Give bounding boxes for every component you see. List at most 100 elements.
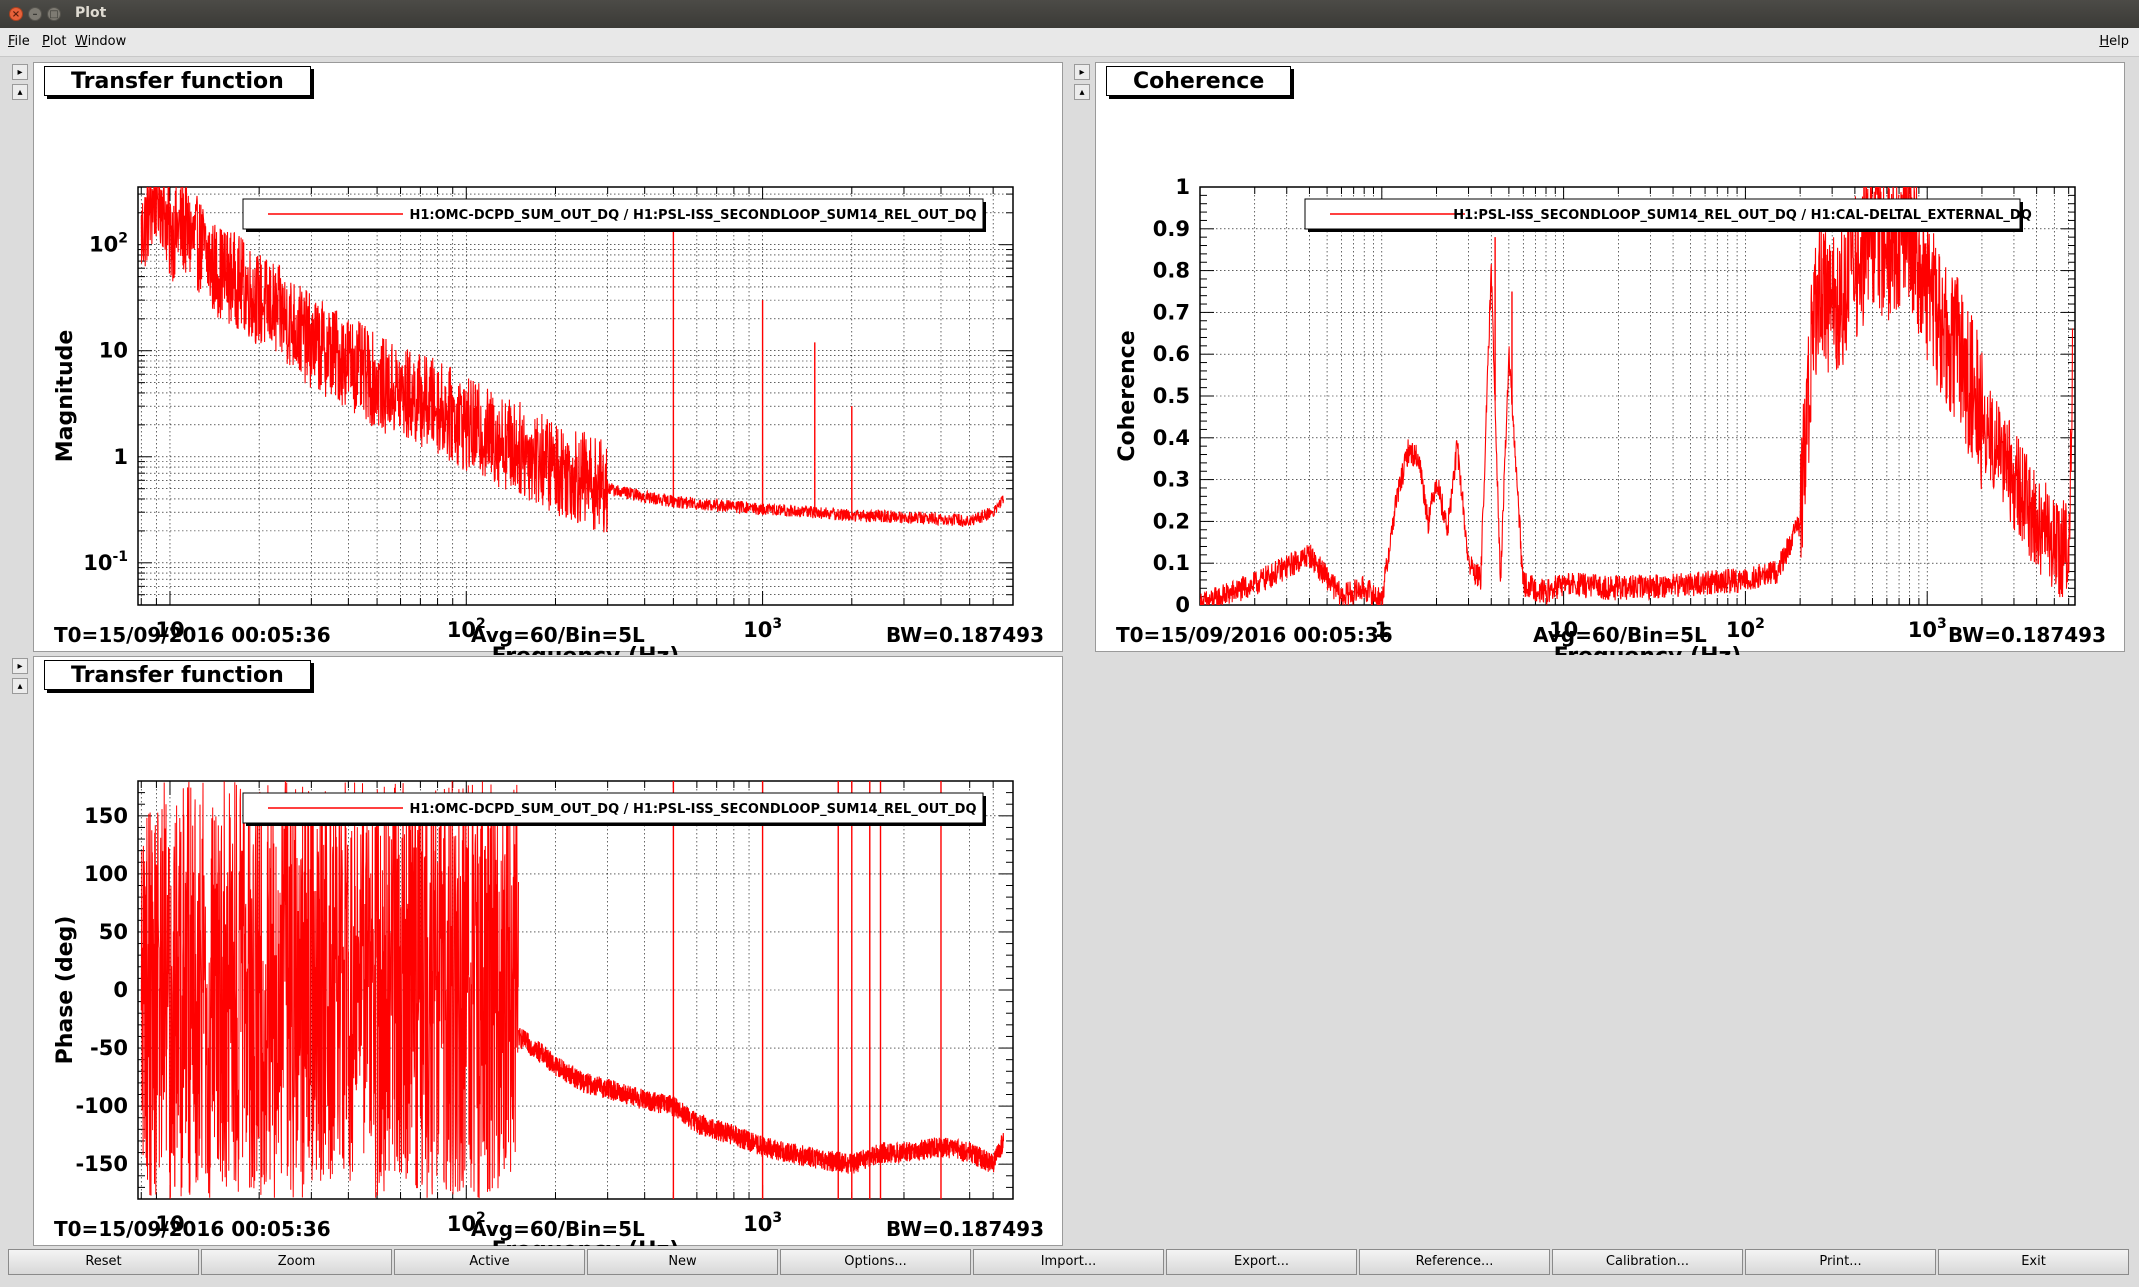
legend-label: H1:PSL-ISS_SECONDLOOP_SUM14_REL_OUT_DQ /… <box>1453 208 2032 223</box>
panel2-expand-icon[interactable]: ▸ <box>1074 64 1090 80</box>
x-tick-label: 10 <box>1549 618 1578 642</box>
new-button[interactable]: New <box>587 1249 778 1275</box>
y-tick-label: 10-1 <box>83 549 128 575</box>
x-tick-label: 103 <box>1908 616 1947 642</box>
y-tick-label: 0.5 <box>1153 384 1190 408</box>
x-tick-exponent: 2 <box>1755 616 1765 632</box>
panel1-expand-icon[interactable]: ▸ <box>12 64 28 80</box>
x-tick-label: 103 <box>743 1210 782 1236</box>
bottom-toolbar: Reset Zoom Active New Options... Import... Exp… <box>0 1246 2139 1287</box>
calibration-button[interactable]: Calibration... <box>1552 1249 1743 1275</box>
x-axis-label: Frequency (Hz) <box>1554 644 1742 655</box>
y-tick-label: 150 <box>84 804 128 828</box>
export-button[interactable]: Export... <box>1166 1249 1357 1275</box>
x-axis-label: Frequency (Hz) <box>492 1238 680 1249</box>
y-tick-label: 0.8 <box>1153 259 1190 283</box>
trace-group <box>140 187 1005 533</box>
legend: H1:PSL-ISS_SECONDLOOP_SUM14_REL_OUT_DQ /… <box>1304 198 2032 232</box>
y-tick-label: 1 <box>1175 175 1190 199</box>
menu-file-rest: ile <box>14 34 30 49</box>
x-tick-exponent: 2 <box>476 616 486 632</box>
menu-help[interactable]: Help <box>2099 34 2129 49</box>
x-tick-label: 1 <box>1374 618 1389 642</box>
x-tick-label: 103 <box>743 616 782 642</box>
y-tick-label: 10 <box>99 339 128 363</box>
menu-plot[interactable]: Plot <box>42 34 67 49</box>
active-button[interactable]: Active <box>394 1249 585 1275</box>
y-tick-label: 1 <box>113 445 128 469</box>
panel1-collapse-icon[interactable]: ▴ <box>12 84 28 100</box>
panel-transfer-magnitude[interactable]: Transfer function 1010210310-1110102Freq… <box>33 62 1064 655</box>
avg-label: Avg=60/Bin=5L <box>471 1217 645 1241</box>
close-icon[interactable]: × <box>9 7 23 21</box>
t0-label: T0=15/09/2016 00:05:36 <box>1116 623 1393 647</box>
y-grid <box>138 193 1013 596</box>
minimize-icon[interactable]: – <box>28 7 42 21</box>
phase-plot[interactable]: 10 102 103 -150 -100 -50 0 50 100 150 Frequency (H… <box>34 709 1064 1249</box>
avg-label: Avg=60/Bin=5L <box>1533 623 1707 647</box>
import-button[interactable]: Import... <box>973 1249 1164 1275</box>
panel-title: Transfer function <box>44 660 311 690</box>
x-axis-label: Frequency (Hz) <box>492 644 680 655</box>
panel3-expand-icon[interactable]: ▸ <box>12 658 28 674</box>
panel2-collapse-icon[interactable]: ▴ <box>1074 84 1090 100</box>
y-axis-label: Coherence <box>1115 330 1140 461</box>
x-tick-exponent: 3 <box>772 1210 782 1226</box>
y-tick-label: 50 <box>99 920 128 944</box>
bw-label: BW=0.187493 <box>1948 623 2106 647</box>
x-tick-label: 102 <box>1726 616 1765 642</box>
legend-label: H1:OMC-DCPD_SUM_OUT_DQ / H1:PSL-ISS_SECO… <box>409 802 976 817</box>
x-tick-label: 10 <box>155 618 184 642</box>
zoom-button[interactable]: Zoom <box>201 1249 392 1275</box>
panel3-collapse-icon[interactable]: ▴ <box>12 678 28 694</box>
menu-file[interactable]: File <box>8 34 30 49</box>
y-tick-label: 0.1 <box>1153 551 1190 575</box>
x-tick-exponent: 2 <box>476 1210 486 1226</box>
print-button[interactable]: Print... <box>1745 1249 1936 1275</box>
coherence-plot[interactable]: 1 10 102 103 0 0.1 0.2 0.3 0.4 0.5 0.6 0.7 0.8 0.9 1 Fr… <box>1096 115 2126 655</box>
reference-button[interactable]: Reference... <box>1359 1249 1550 1275</box>
y-tick-label: 0.2 <box>1153 509 1190 533</box>
y-tick-label: 0.7 <box>1153 300 1190 324</box>
y-tick-label: 0.3 <box>1153 468 1190 492</box>
legend-label: H1:OMC-DCPD_SUM_OUT_DQ / H1:PSL-ISS_SECO… <box>409 208 976 223</box>
data-trace <box>140 187 1005 533</box>
data-trace <box>1200 187 2074 605</box>
t0-label: T0=15/09/2016 00:05:36 <box>54 1217 331 1241</box>
y-tick-label: 0 <box>1175 593 1190 617</box>
y-tick-label: 0 <box>113 978 128 1002</box>
legend: H1:OMC-DCPD_SUM_OUT_DQ / H1:PSL-ISS_SECO… <box>242 198 986 232</box>
reset-button[interactable]: Reset <box>8 1249 199 1275</box>
menu-file-key: F <box>8 34 15 49</box>
x-tick-exponent: 3 <box>772 616 782 632</box>
legend: H1:OMC-DCPD_SUM_OUT_DQ / H1:PSL-ISS_SECO… <box>242 792 986 826</box>
y-tick-exponent: -1 <box>112 549 128 565</box>
exit-button[interactable]: Exit <box>1938 1249 2129 1275</box>
menu-plot-key: P <box>42 34 50 49</box>
panel-title: Transfer function <box>44 66 311 96</box>
menu-bar: File Plot Window Help <box>0 28 2139 57</box>
y-axis-label: Magnitude <box>53 330 78 463</box>
menu-plot-rest: lot <box>49 34 67 49</box>
y-tick-label: 100 <box>84 862 128 886</box>
wrapped-phase-trace <box>140 781 519 1199</box>
bw-label: BW=0.187493 <box>886 623 1044 647</box>
y-axis-label: Phase (deg) <box>53 916 78 1065</box>
y-tick-label: 0.4 <box>1153 426 1190 450</box>
y-tick-label: 0.6 <box>1153 342 1190 366</box>
t0-label: T0=15/09/2016 00:05:36 <box>54 623 331 647</box>
options-button[interactable]: Options... <box>780 1249 971 1275</box>
window-titlebar: × – □ Plot <box>0 0 2139 28</box>
menu-window[interactable]: Window <box>75 34 126 49</box>
menu-help-rest: elp <box>2109 34 2129 49</box>
panel-transfer-phase[interactable]: Transfer function 10 102 103 -150 -100 -50 0 50… <box>33 656 1064 1249</box>
y-tick-exponent: 2 <box>118 231 128 247</box>
window-title: Plot <box>75 5 107 21</box>
menu-help-key: H <box>2099 34 2110 49</box>
avg-label: Avg=60/Bin=5L <box>471 623 645 647</box>
panel-coherence[interactable]: Coherence 1 10 102 103 0 0.1 0.2 0.3 0.4 0.5 0.6 0.… <box>1095 62 2126 655</box>
trace-group <box>140 781 1005 1199</box>
maximize-icon[interactable]: □ <box>47 7 61 21</box>
trace-group <box>1200 187 2074 605</box>
